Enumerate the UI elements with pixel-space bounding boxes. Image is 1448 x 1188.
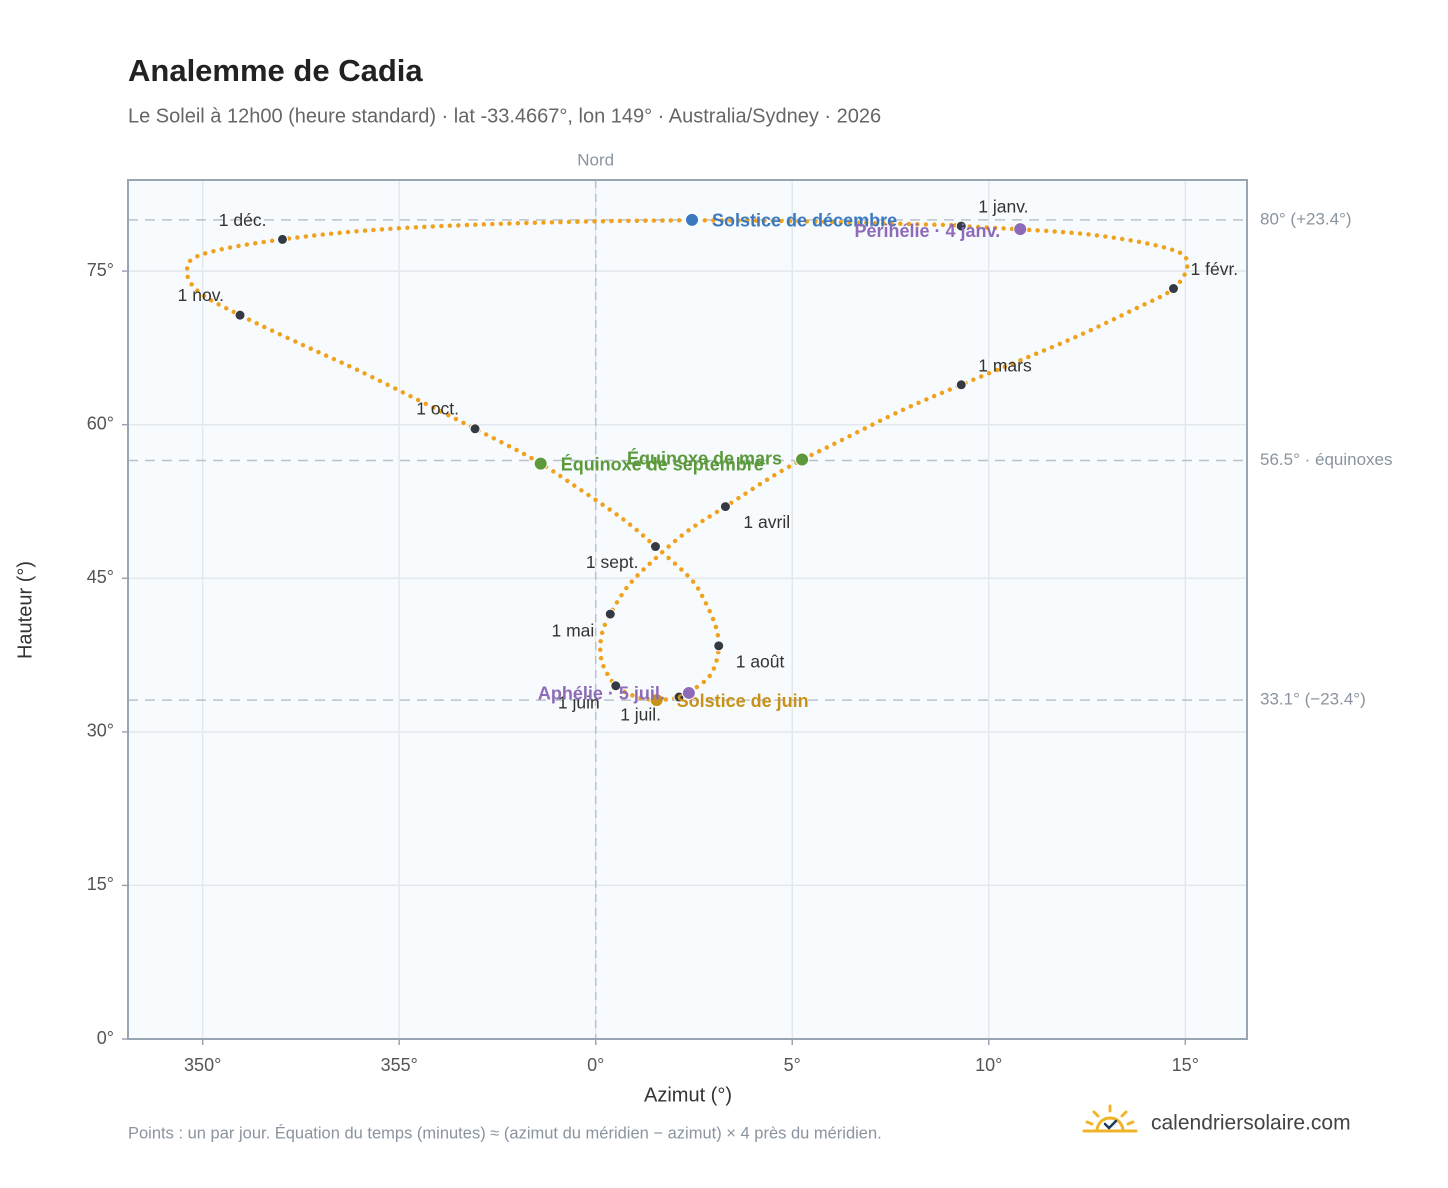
x-tick-label: 355° [381, 1055, 418, 1075]
month-label: 1 nov. [178, 285, 224, 305]
y-tick-label: 15° [87, 874, 114, 894]
month-label: 1 oct. [416, 398, 459, 418]
month-label: 1 janv. [978, 197, 1028, 217]
y-tick-label: 45° [87, 567, 114, 587]
month-label: 1 juil. [620, 705, 661, 725]
daily-points [184, 218, 1190, 703]
month-label: 1 avril [743, 512, 790, 532]
month-label: 1 juin [558, 692, 600, 712]
month-marker [955, 379, 967, 391]
y-axis-title: Hauteur (°) [14, 561, 36, 659]
event-label: Périhélie · 4 janv. [854, 221, 1000, 241]
event-marker [533, 456, 548, 471]
plot-area [128, 180, 1247, 1039]
y-tick-label: 0° [97, 1028, 114, 1048]
month-marker [719, 501, 731, 513]
month-label: 1 févr. [1191, 259, 1239, 279]
y-tick-label: 30° [87, 721, 114, 741]
x-tick-label: 350° [184, 1055, 221, 1075]
month-label: 1 mai [551, 621, 594, 641]
month-marker [713, 640, 725, 652]
event-label: Équinoxe de mars [627, 447, 782, 468]
month-marker [649, 541, 661, 553]
month-label: 1 mars [978, 355, 1032, 375]
y-tick-label: 75° [87, 260, 114, 280]
event-label: Aphélie · 5 juil. [538, 684, 665, 704]
month-label: 1 déc. [219, 210, 267, 230]
chart-subtitle: Le Soleil à 12h00 (heure standard) · lat… [128, 105, 881, 127]
month-marker [234, 309, 246, 321]
event-marker [649, 693, 664, 708]
month-marker [276, 233, 288, 245]
month-marker [469, 423, 481, 435]
month-marker [1168, 283, 1180, 295]
north-label: Nord [577, 150, 614, 169]
event-label: Solstice de juin [677, 691, 809, 711]
x-axis-title: Azimut (°) [644, 1084, 732, 1106]
reference-label: 80° (+23.4°) [1260, 209, 1352, 228]
reference-label: 33.1° (−23.4°) [1260, 690, 1366, 709]
x-tick-label: 15° [1172, 1055, 1199, 1075]
month-marker [604, 608, 616, 620]
month-label: 1 août [736, 651, 785, 671]
month-marker [955, 220, 967, 232]
event-marker [685, 212, 700, 227]
event-marker [795, 452, 810, 467]
brand-logo [1082, 1104, 1138, 1133]
reference-label: 56.5° · équinoxes [1260, 450, 1393, 469]
footnote: Points : un par jour. Équation du temps … [128, 1123, 882, 1142]
month-label: 1 sept. [586, 552, 639, 572]
event-label: Solstice de décembre [712, 211, 897, 231]
event-marker [681, 685, 696, 700]
month-marker [610, 680, 622, 692]
x-tick-label: 5° [784, 1055, 801, 1075]
x-tick-label: 0° [587, 1055, 604, 1075]
y-tick-label: 60° [87, 413, 114, 433]
brand-name: calendriersolaire.com [1151, 1112, 1351, 1135]
event-label: Équinoxe de septembre [561, 453, 764, 474]
plot-border [127, 179, 1248, 1040]
chart-title: Analemme de Cadia [128, 53, 423, 88]
reference-lines [128, 180, 1247, 1039]
event-marker [1013, 222, 1028, 237]
marks: 1 janv. 1 févr. 1 mars 1 avril 1 mai 1 juin 1 … [178, 197, 1239, 725]
x-tick-label: 10° [975, 1055, 1002, 1075]
